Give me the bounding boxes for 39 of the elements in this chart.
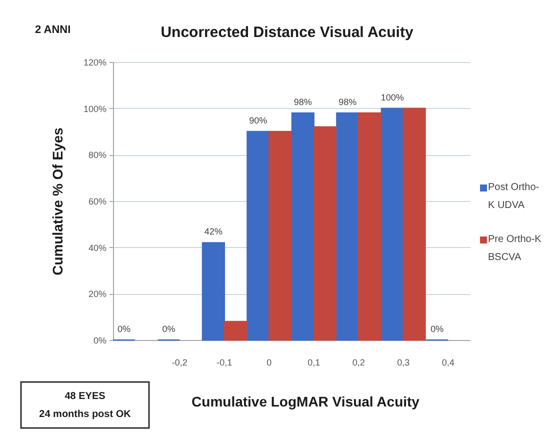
y-tick-label: 20% bbox=[88, 289, 106, 300]
bar bbox=[246, 130, 270, 341]
bar bbox=[291, 112, 314, 341]
bar bbox=[202, 242, 225, 341]
x-tick-label: 0,3 bbox=[397, 358, 410, 368]
bar bbox=[268, 130, 292, 341]
x-tick-label: -0,2 bbox=[172, 358, 188, 368]
y-tick-label: 0% bbox=[93, 336, 106, 346]
data-label: 90% bbox=[249, 116, 268, 126]
y-axis-title: Cumulative % Of Eyes bbox=[49, 127, 66, 276]
data-label: 0% bbox=[162, 324, 176, 334]
data-label: 0% bbox=[117, 324, 130, 334]
bar bbox=[224, 320, 247, 341]
bar bbox=[380, 108, 404, 341]
bar bbox=[358, 112, 382, 341]
data-label: 0% bbox=[430, 324, 444, 334]
bar bbox=[402, 108, 426, 341]
chart-title: Uncorrected Distance Visual Acuity bbox=[160, 24, 414, 41]
y-tick-label: 40% bbox=[88, 242, 106, 253]
data-label: 98% bbox=[294, 96, 312, 107]
data-label: 42% bbox=[204, 226, 222, 237]
x-tick-label: 0,4 bbox=[442, 358, 454, 368]
data-label: 100% bbox=[380, 92, 404, 102]
bar bbox=[336, 112, 360, 341]
legend-label: Post Ortho-K UDVA bbox=[488, 182, 540, 211]
y-tick-label: 60% bbox=[88, 196, 106, 206]
text: 2 ANNI bbox=[35, 24, 71, 36]
y-tick-label: 100% bbox=[83, 104, 106, 114]
bar bbox=[313, 126, 336, 341]
legend-label: Pre Ortho-K BSCVA bbox=[488, 234, 542, 263]
x-tick-label: 0,1 bbox=[308, 358, 320, 368]
x-tick-label: 0 bbox=[266, 358, 272, 368]
text: 48 EYES 24 months post OK bbox=[39, 391, 132, 420]
x-tick-label: -0,1 bbox=[216, 358, 232, 368]
x-tick-label: 0,2 bbox=[352, 358, 365, 368]
y-tick-label: 80% bbox=[88, 150, 106, 160]
data-label: 98% bbox=[338, 96, 357, 107]
y-tick-label: 120% bbox=[83, 58, 106, 68]
x-axis-title: Cumulative LogMAR Visual Acuity bbox=[192, 394, 420, 410]
